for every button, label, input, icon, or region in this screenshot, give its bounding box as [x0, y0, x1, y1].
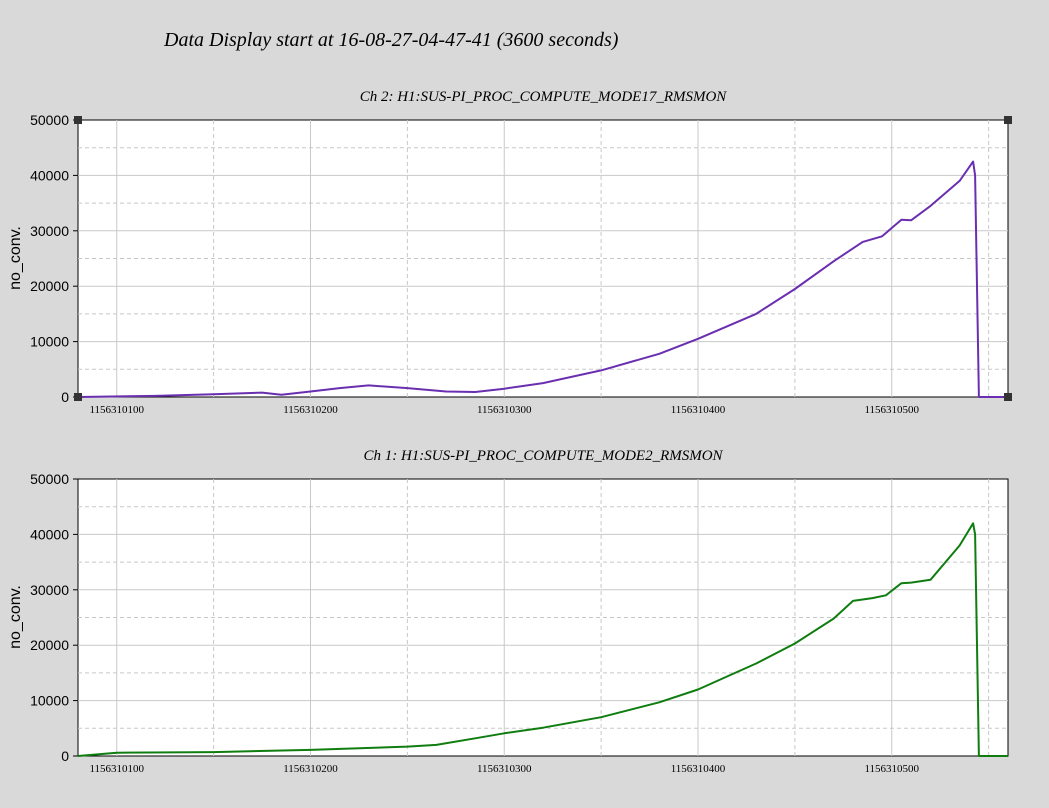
series-line: [77, 522, 1008, 757]
x-tick-label: 1156310500: [864, 763, 919, 775]
y-tick-label: 30000: [30, 223, 69, 239]
grid: [78, 120, 1008, 397]
series-line: [77, 160, 1008, 398]
y-tick-label: 30000: [30, 582, 69, 598]
y-axis-label: no_conv.: [7, 585, 24, 649]
y-tick-label: 50000: [30, 112, 69, 128]
resize-handle-top-right[interactable]: [1004, 116, 1012, 124]
main-title: Data Display start at 16-08-27-04-47-41 …: [163, 29, 619, 51]
y-tick-label: 20000: [30, 637, 69, 653]
grid: [78, 479, 1008, 756]
x-tick-label: 1156310200: [283, 404, 338, 416]
panel-ch1: Ch 1: H1:SUS-PI_PROC_COMPUTE_MODE2_RMSMO…: [7, 448, 1009, 775]
x-tick-label: 1156310100: [89, 404, 144, 416]
resize-handle-top-left[interactable]: [74, 116, 82, 124]
y-tick-label: 10000: [30, 693, 69, 709]
x-ticks: 1156310100 1156310200 1156310300 1156310400…: [89, 763, 919, 775]
resize-handle-bottom-right[interactable]: [1004, 393, 1012, 401]
series-layer: [77, 160, 1008, 398]
series-layer: [77, 522, 1008, 757]
panel-title: Ch 2: H1:SUS-PI_PROC_COMPUTE_MODE17_RMSM…: [360, 89, 728, 105]
x-tick-label: 1156310400: [671, 763, 726, 775]
y-ticks: 0 10000 20000 30000 40000 50000: [30, 112, 78, 405]
panel-title: Ch 1: H1:SUS-PI_PROC_COMPUTE_MODE2_RMSMO…: [363, 448, 723, 464]
resize-handle-bottom-left[interactable]: [74, 393, 82, 401]
x-ticks: 1156310100 1156310200 1156310300 1156310400…: [89, 404, 919, 416]
x-tick-label: 1156310100: [89, 763, 144, 775]
panel-ch2: Ch 2: H1:SUS-PI_PROC_COMPUTE_MODE17_RMSM…: [7, 89, 1012, 416]
y-tick-label: 40000: [30, 526, 69, 542]
x-tick-label: 1156310500: [864, 404, 919, 416]
x-tick-label: 1156310200: [283, 763, 338, 775]
x-tick-label: 1156310400: [671, 404, 726, 416]
y-tick-label: 10000: [30, 334, 69, 350]
y-axis-label: no_conv.: [7, 226, 24, 290]
y-tick-label: 0: [61, 389, 69, 405]
y-tick-label: 0: [61, 748, 69, 764]
y-tick-label: 20000: [30, 278, 69, 294]
y-tick-label: 40000: [30, 167, 69, 183]
x-tick-label: 1156310300: [477, 763, 532, 775]
y-tick-label: 50000: [30, 471, 69, 487]
x-tick-label: 1156310300: [477, 404, 532, 416]
y-ticks: 0 10000 20000 30000 40000 50000: [30, 471, 78, 764]
